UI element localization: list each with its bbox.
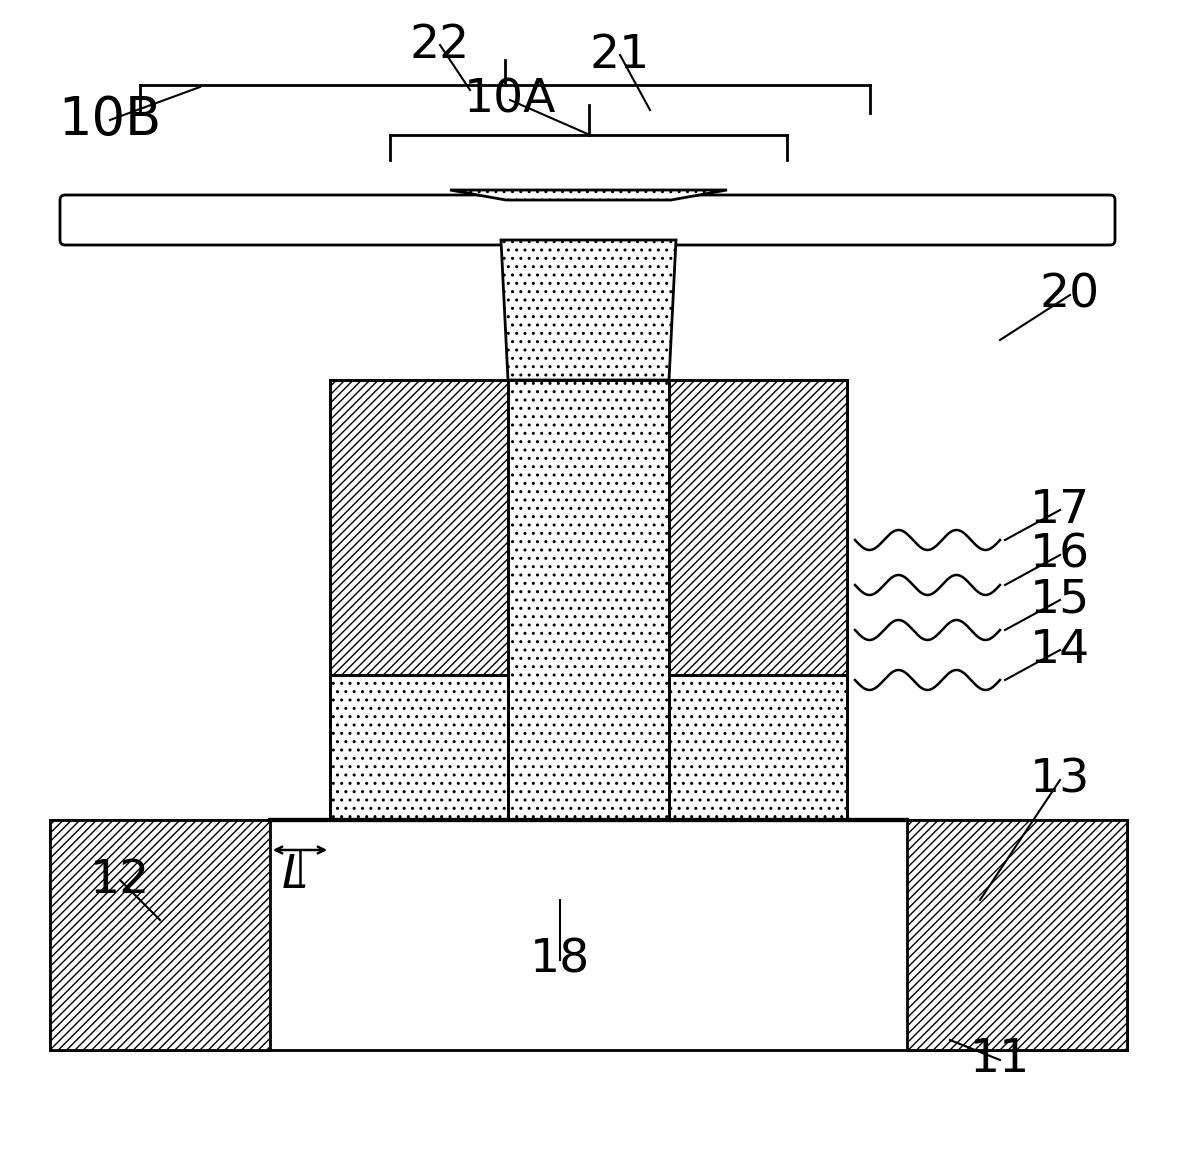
Bar	[330, 380, 508, 675]
Bar	[669, 380, 847, 675]
Text: 22: 22	[410, 22, 470, 68]
FancyBboxPatch shape	[60, 195, 1115, 245]
Text: 14: 14	[1030, 628, 1090, 672]
Bar	[907, 820, 1128, 1050]
Text: 13: 13	[1030, 757, 1090, 803]
Text: 17: 17	[1030, 488, 1090, 532]
Text: 12: 12	[89, 858, 151, 902]
Polygon shape	[501, 240, 676, 380]
Polygon shape	[450, 190, 727, 200]
Text: 21: 21	[590, 33, 650, 77]
Text: 18: 18	[530, 937, 590, 983]
Bar	[49, 820, 270, 1050]
Bar	[508, 380, 669, 820]
Bar	[669, 675, 847, 820]
Text: 11: 11	[970, 1037, 1030, 1083]
Text: 10A: 10A	[464, 77, 557, 123]
Text: 16: 16	[1030, 532, 1090, 578]
Text: 20: 20	[1040, 273, 1100, 317]
Text: 15: 15	[1030, 578, 1090, 622]
Text: 10B: 10B	[59, 95, 161, 146]
Bar	[49, 820, 1128, 1050]
Bar	[330, 675, 508, 820]
Text: L: L	[281, 853, 308, 897]
